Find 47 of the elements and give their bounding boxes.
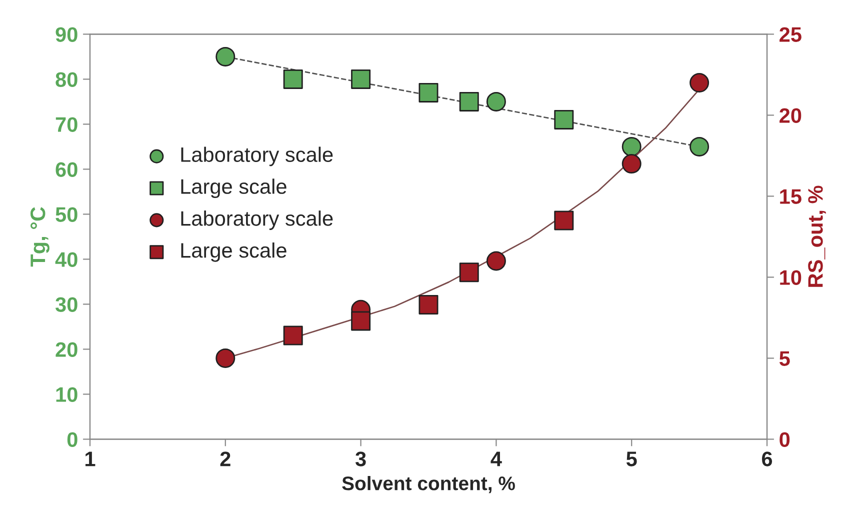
point (459, 92, 479, 112)
y2-tick-label: 25 (780, 27, 802, 42)
x-tick-label: 2 (220, 452, 230, 466)
y2-tick-label: 5 (779, 351, 790, 366)
legend-label: Large scale (181, 242, 286, 262)
point (351, 69, 371, 89)
x-tick-label: 6 (762, 452, 772, 466)
point (216, 46, 236, 66)
y-tick-label: 50 (56, 207, 78, 222)
x-axis-title: Solvent content, % (342, 476, 515, 494)
point (554, 210, 574, 230)
y-axis-title: Tg, °C (30, 207, 50, 267)
y-tick-label: 0 (67, 432, 78, 447)
y-tick-label: 90 (56, 27, 78, 42)
y-tick-label: 60 (56, 162, 78, 177)
x-tick-label: 3 (355, 452, 366, 466)
y2-axis-title: RS_out, % (808, 186, 826, 287)
point (554, 110, 574, 130)
y2-tick-label: 15 (780, 189, 802, 204)
y-tick-label: 20 (56, 342, 78, 357)
point (486, 251, 506, 271)
legend-label: Laboratory scale (181, 146, 333, 166)
x-tick-label: 5 (626, 452, 637, 466)
point (690, 136, 710, 156)
legend-label: Laboratory scale (181, 210, 333, 230)
point (622, 136, 642, 156)
point (283, 326, 303, 346)
point (418, 294, 438, 314)
y2-tick-label: 20 (780, 108, 802, 123)
y-tick-label: 70 (56, 117, 78, 132)
y-tick-label: 40 (55, 252, 78, 267)
point (459, 262, 479, 282)
point (622, 154, 642, 174)
point (418, 82, 438, 102)
x-tick-label: 4 (490, 452, 502, 466)
y-tick-label: 30 (55, 297, 78, 312)
legend-label: Large scale (181, 178, 286, 198)
y2-tick-label: 0 (780, 432, 790, 447)
point (351, 311, 371, 331)
y-tick-label: 10 (56, 387, 78, 402)
x-tick-label: 1 (86, 452, 96, 466)
point (216, 348, 236, 368)
y-tick-label: 80 (56, 72, 78, 87)
y2-tick-label: 10 (780, 270, 802, 285)
point (283, 69, 303, 89)
point (690, 73, 710, 93)
point (486, 92, 506, 112)
